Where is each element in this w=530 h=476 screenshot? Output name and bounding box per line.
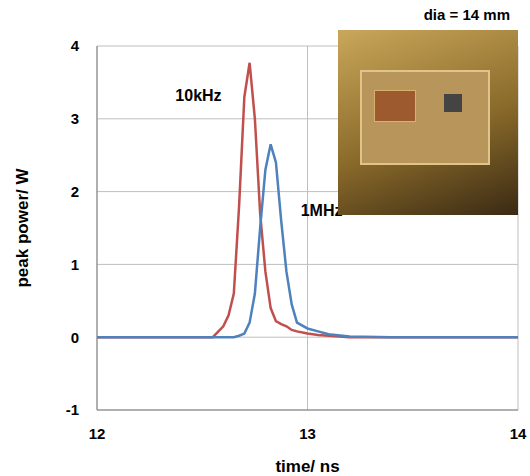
html-text:dia = 14 mm: dia = 14 mm xyxy=(423,6,510,23)
svg-text:4: 4 xyxy=(71,37,80,54)
svg-text:1: 1 xyxy=(71,256,79,273)
svg-text:1MHz: 1MHz xyxy=(301,202,343,219)
svg-text:13: 13 xyxy=(299,425,316,442)
svg-text:-1: -1 xyxy=(66,401,79,418)
svg-text:2: 2 xyxy=(71,183,79,200)
svg-text:10kHz: 10kHz xyxy=(175,87,221,104)
svg-text:14: 14 xyxy=(510,425,527,442)
svg-text:peak power/ W: peak power/ W xyxy=(13,168,32,288)
svg-text:3: 3 xyxy=(71,110,79,127)
svg-text:0: 0 xyxy=(71,329,79,346)
svg-text:12: 12 xyxy=(89,425,106,442)
svg-text:time/ ns: time/ ns xyxy=(275,457,339,476)
